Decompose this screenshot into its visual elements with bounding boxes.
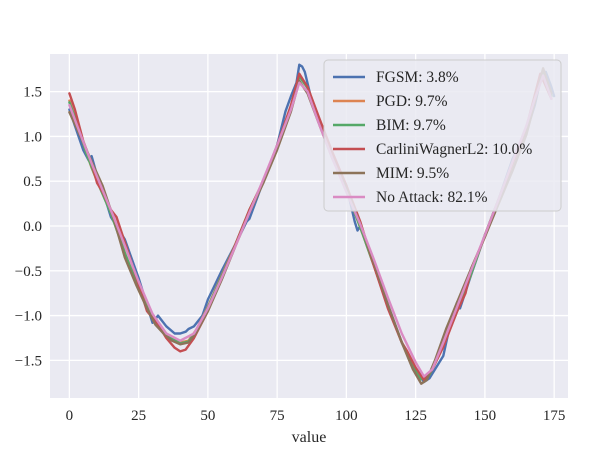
y-tick-label: 1.0: [23, 129, 42, 145]
x-tick-label: 25: [131, 408, 146, 424]
y-tick-label: 0.5: [23, 174, 42, 190]
legend-label: PGD: 9.7%: [376, 93, 448, 110]
y-tick-label: 0.0: [23, 219, 42, 235]
series-line-3: [68, 72, 553, 382]
legend: FGSM: 3.8% PGD: 9.7% BIM: 9.7% CarliniWagne…: [323, 59, 562, 212]
y-tick-label: −1.0: [15, 309, 42, 325]
y-tick-label: 1.5: [23, 85, 42, 101]
legend-label: No Attack: 82.1%: [376, 189, 488, 206]
y-tick-labels: 1.5 1.0 0.5 0.0 −0.5 −1.0 −1.5: [15, 85, 42, 370]
y-tick-label: −0.5: [15, 264, 42, 280]
x-tick-label: 125: [404, 408, 427, 424]
legend-label: MIM: 9.5%: [376, 165, 449, 182]
x-tick-label: 50: [200, 408, 215, 424]
series-lines: [68, 63, 556, 385]
x-tick-label: 175: [543, 408, 566, 424]
legend-label: FGSM: 3.8%: [376, 69, 459, 86]
x-axis-label: value: [292, 429, 327, 446]
x-tick-label: 100: [335, 408, 358, 424]
x-tick-label: 0: [66, 408, 74, 424]
series-line-5: [68, 74, 553, 378]
legend-box: [323, 59, 562, 212]
y-tick-label: −1.5: [15, 353, 42, 369]
x-tick-label: 150: [474, 408, 497, 424]
x-tick-label: 75: [270, 408, 285, 424]
legend-label: CarliniWagnerL2: 10.0%: [376, 141, 532, 158]
legend-label: BIM: 9.7%: [376, 117, 446, 134]
x-tick-labels: 0 25 50 75 100 125 150 175: [66, 408, 566, 424]
